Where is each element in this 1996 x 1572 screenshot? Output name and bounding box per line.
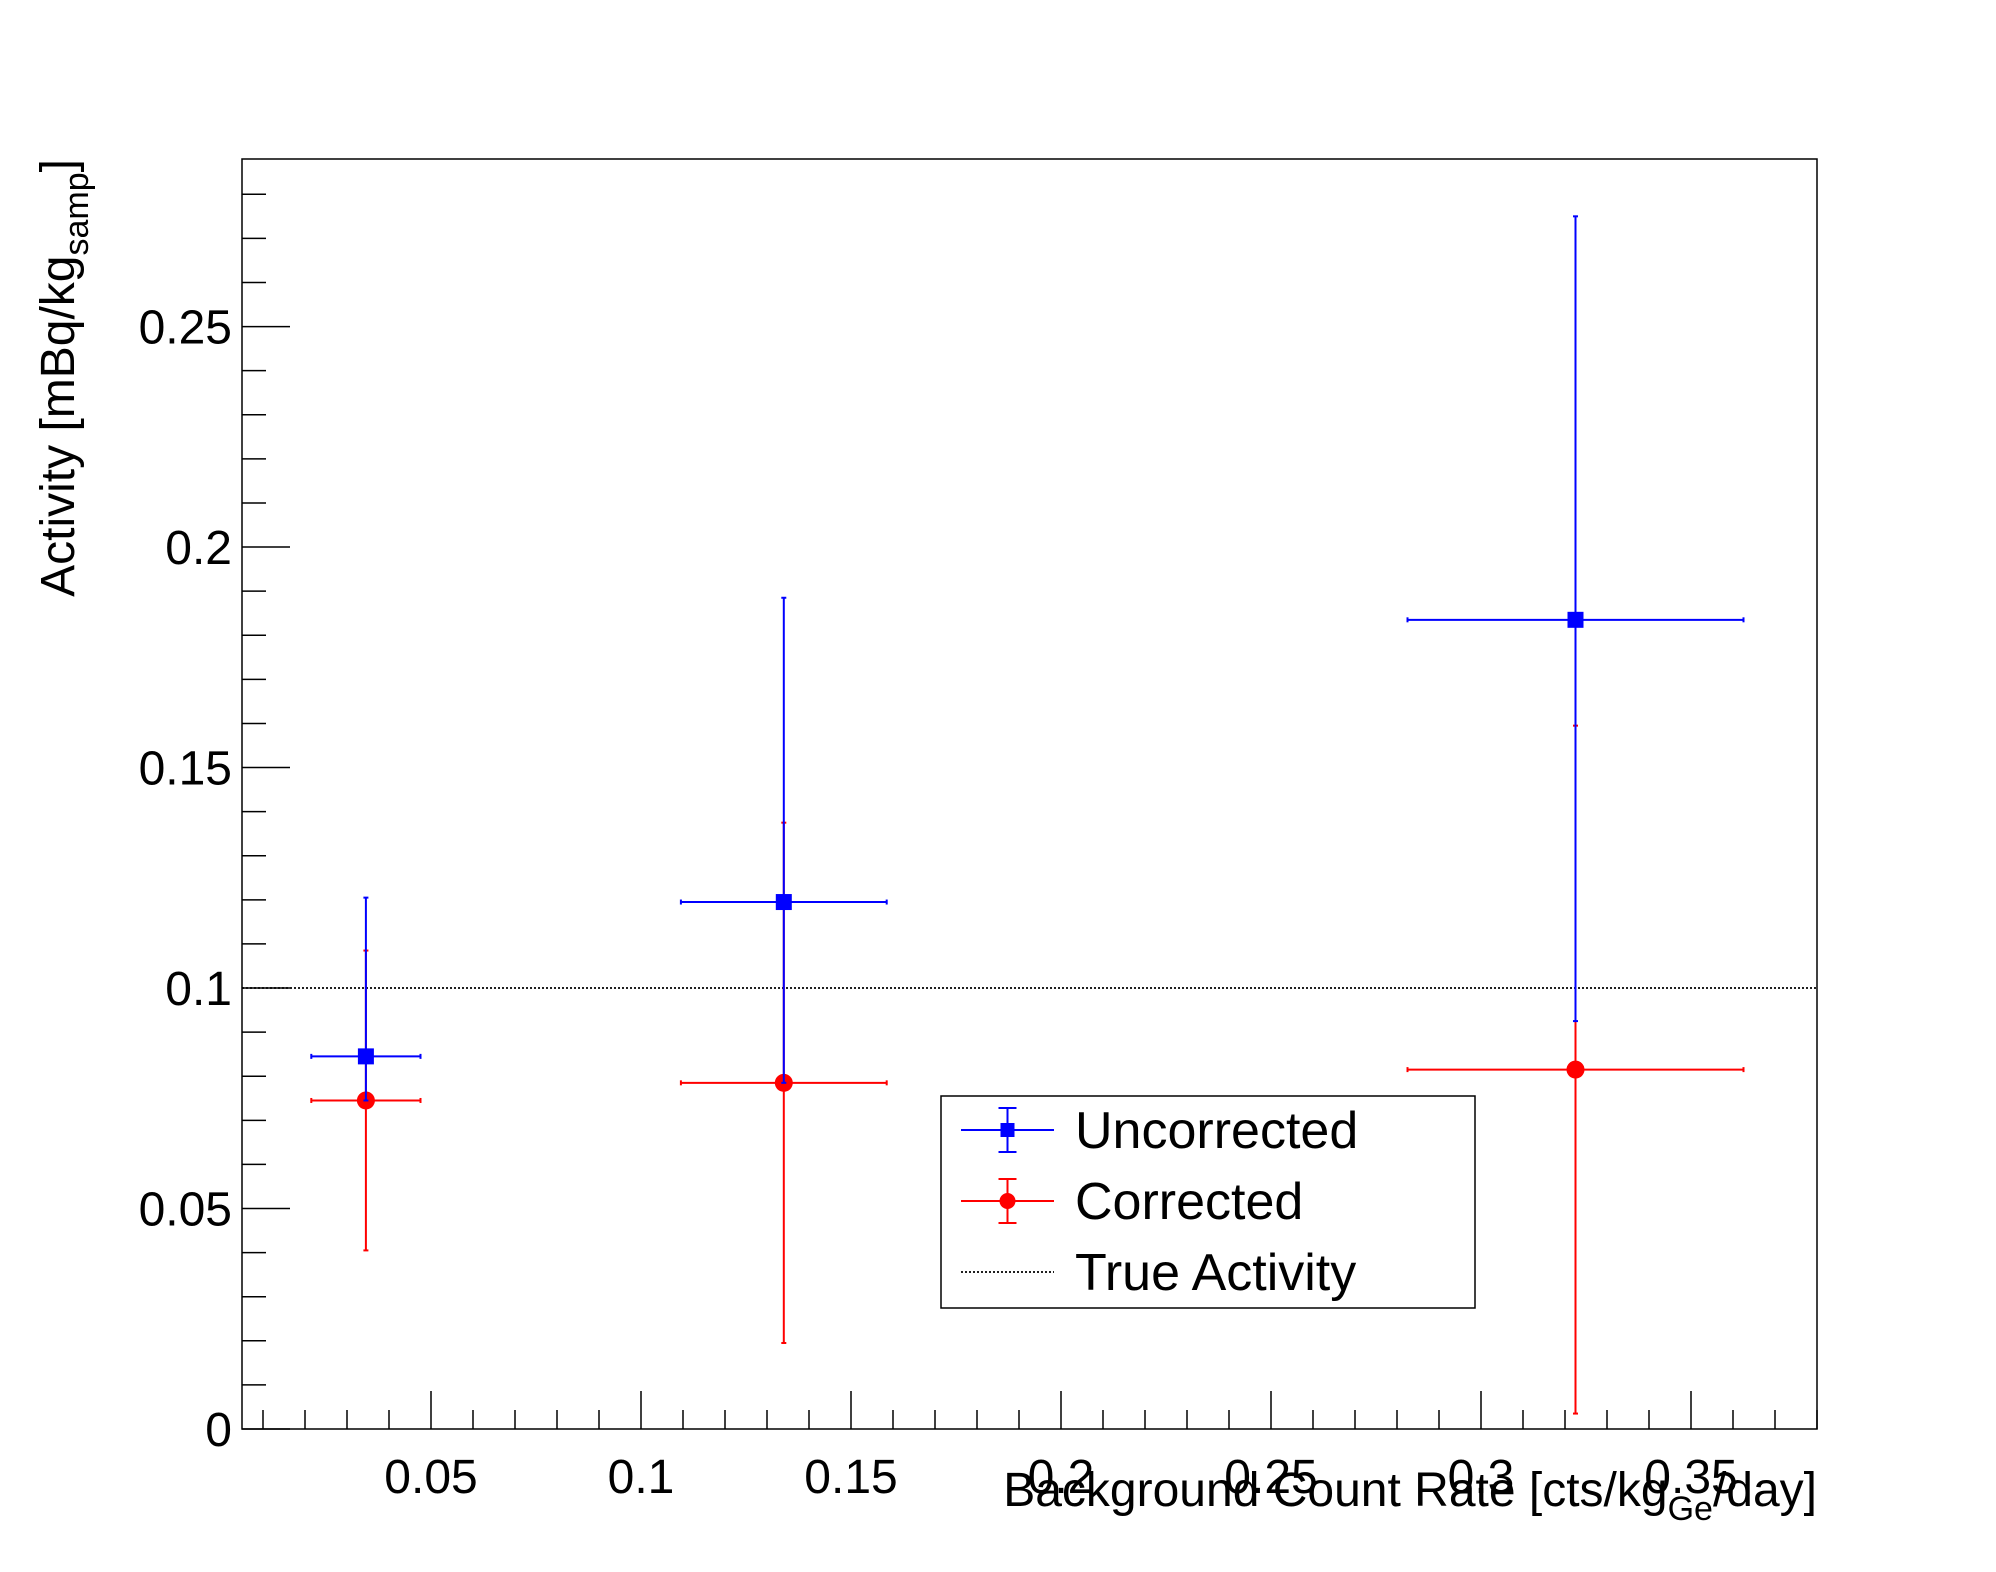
uncorrected-point — [1567, 611, 1584, 628]
x-tick-label: 0.05 — [384, 1451, 477, 1504]
uncorrected-point — [357, 1048, 374, 1065]
y-axis: 0 0.05 0.1 0.15 0.2 0.25 — [139, 193, 290, 1457]
legend-label: Corrected — [1075, 1173, 1303, 1231]
x-tick-label: 0.1 — [608, 1451, 675, 1504]
plot-frame — [241, 158, 1818, 1430]
legend-label: Uncorrected — [1075, 1102, 1358, 1160]
y-axis-title: Activity [mBq/kgsamp] — [32, 159, 96, 597]
uncorrected-point — [775, 894, 792, 911]
corrected-point — [1566, 1060, 1585, 1079]
legend: Uncorrected Corrected True Activity — [940, 1095, 1476, 1309]
y-tick-label: 0.1 — [165, 963, 232, 1016]
y-tick-label: 0 — [205, 1404, 232, 1457]
y-tick-label: 0.05 — [139, 1184, 232, 1237]
y-tick-label: 0.2 — [165, 522, 232, 575]
y-tick-label: 0.25 — [139, 302, 232, 355]
y-tick-label: 0.15 — [139, 743, 232, 796]
x-tick-label: 0.15 — [804, 1451, 897, 1504]
x-tick-label: 0.35 — [1644, 1451, 1737, 1504]
x-tick-label: 0.25 — [1224, 1451, 1317, 1504]
x-tick-label: 0.3 — [1448, 1451, 1515, 1504]
legend-uncorrected-marker — [1000, 1123, 1015, 1137]
x-axis-title: Background Count Rate [cts/kgGe/day] — [1003, 1464, 1817, 1528]
legend-corrected-marker — [999, 1193, 1016, 1209]
x-tick-label: 0.2 — [1028, 1451, 1095, 1504]
legend-label: True Activity — [1075, 1244, 1356, 1302]
x-axis: 0.05 0.1 0.15 0.2 0.25 0.3 0.35 — [262, 1391, 1818, 1504]
plot-area — [242, 215, 1817, 1415]
